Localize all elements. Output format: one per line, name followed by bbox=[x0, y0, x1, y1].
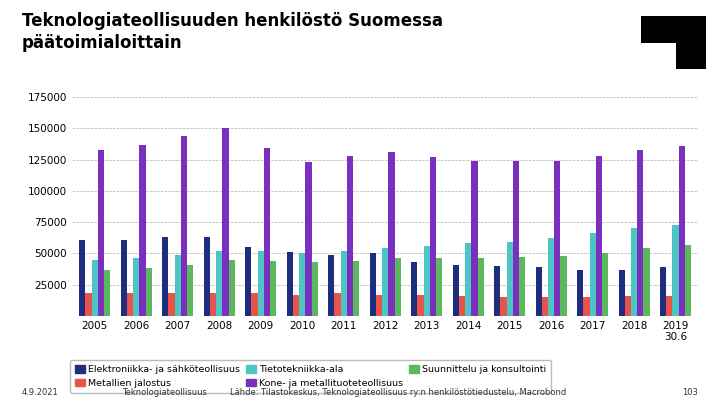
Bar bbox=[79, 240, 86, 316]
Bar bbox=[376, 295, 382, 316]
Bar bbox=[519, 257, 525, 316]
Bar bbox=[210, 293, 216, 316]
Text: Teknologiateollisuus: Teknologiateollisuus bbox=[122, 388, 207, 397]
Bar bbox=[465, 243, 472, 316]
Bar bbox=[162, 237, 168, 316]
Bar bbox=[666, 296, 672, 316]
Bar bbox=[685, 245, 691, 316]
Bar bbox=[104, 270, 110, 316]
Bar bbox=[477, 258, 484, 316]
Text: 4.9.2021: 4.9.2021 bbox=[22, 388, 58, 397]
Bar bbox=[299, 254, 305, 316]
Bar bbox=[258, 251, 264, 316]
Bar bbox=[121, 240, 127, 316]
Bar bbox=[353, 261, 359, 316]
Bar bbox=[204, 237, 210, 316]
Legend: Elektroniikka- ja sähköteollisuus, Metallien jalostus, Tietotekniikka-ala, Kone-: Elektroniikka- ja sähköteollisuus, Metal… bbox=[71, 360, 551, 392]
Text: Lähde: Tilastokeskus, Teknologiateollisuus ry:n henkilöstötiedustelu, Macrobond: Lähde: Tilastokeskus, Teknologiateollisu… bbox=[230, 388, 567, 397]
Bar bbox=[347, 156, 353, 316]
Bar bbox=[644, 248, 649, 316]
Bar bbox=[181, 136, 187, 316]
Bar bbox=[500, 297, 507, 316]
Bar bbox=[453, 264, 459, 316]
Bar bbox=[328, 255, 334, 316]
Bar bbox=[270, 261, 276, 316]
Text: 103: 103 bbox=[683, 388, 698, 397]
Bar bbox=[228, 260, 235, 316]
Bar bbox=[98, 150, 104, 316]
Bar bbox=[590, 233, 595, 316]
Bar bbox=[430, 157, 436, 316]
Bar bbox=[287, 252, 293, 316]
Bar bbox=[127, 293, 133, 316]
Bar bbox=[637, 150, 644, 316]
Bar bbox=[369, 254, 376, 316]
Bar bbox=[641, 16, 706, 43]
Bar bbox=[293, 295, 299, 316]
Bar bbox=[312, 262, 318, 316]
Bar bbox=[618, 270, 625, 316]
Bar bbox=[602, 254, 608, 316]
Bar bbox=[472, 161, 477, 316]
Bar bbox=[216, 251, 222, 316]
Bar bbox=[222, 128, 228, 316]
Bar bbox=[595, 156, 602, 316]
Bar bbox=[513, 161, 519, 316]
Bar bbox=[536, 267, 542, 316]
Bar bbox=[145, 269, 152, 316]
Bar bbox=[507, 242, 513, 316]
Bar bbox=[577, 270, 583, 316]
Bar bbox=[341, 251, 347, 316]
Bar bbox=[660, 267, 666, 316]
Bar bbox=[264, 149, 270, 316]
Bar bbox=[554, 161, 560, 316]
Bar bbox=[246, 247, 251, 316]
Bar bbox=[168, 293, 175, 316]
Bar bbox=[631, 228, 637, 316]
Text: Teknologiateollisuuden henkilöstö Suomessa
päätoimialoittain: Teknologiateollisuuden henkilöstö Suomes… bbox=[22, 12, 443, 52]
Bar bbox=[583, 297, 590, 316]
Bar bbox=[388, 152, 395, 316]
Bar bbox=[494, 266, 500, 316]
Bar bbox=[679, 146, 685, 316]
Bar bbox=[423, 246, 430, 316]
Bar bbox=[305, 162, 312, 316]
Bar bbox=[86, 293, 91, 316]
Bar bbox=[140, 145, 145, 316]
Bar bbox=[133, 258, 140, 316]
Bar bbox=[625, 296, 631, 316]
Bar bbox=[91, 260, 98, 316]
Bar bbox=[677, 40, 706, 69]
Bar bbox=[459, 296, 465, 316]
Bar bbox=[382, 248, 388, 316]
Bar bbox=[187, 264, 194, 316]
Bar bbox=[411, 262, 418, 316]
Bar bbox=[418, 295, 423, 316]
Bar bbox=[560, 256, 567, 316]
Bar bbox=[395, 258, 401, 316]
Bar bbox=[672, 225, 679, 316]
Bar bbox=[334, 293, 341, 316]
Bar bbox=[541, 297, 548, 316]
Bar bbox=[175, 255, 181, 316]
Bar bbox=[436, 258, 442, 316]
Bar bbox=[548, 239, 554, 316]
Bar bbox=[251, 293, 258, 316]
